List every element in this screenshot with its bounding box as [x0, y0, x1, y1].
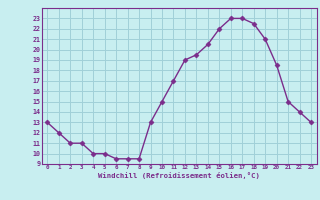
X-axis label: Windchill (Refroidissement éolien,°C): Windchill (Refroidissement éolien,°C) — [98, 172, 260, 179]
